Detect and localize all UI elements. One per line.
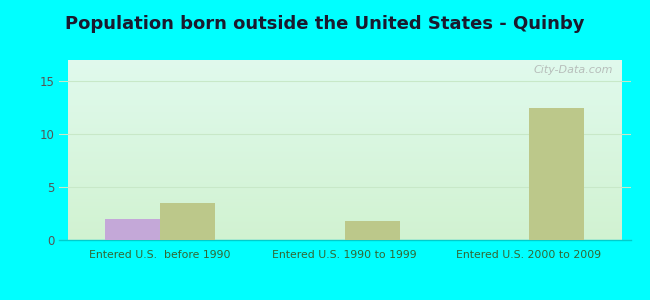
Legend: Native, Foreign-born: Native, Foreign-born [244,297,445,300]
Text: Population born outside the United States - Quinby: Population born outside the United State… [65,15,585,33]
Bar [529,108,584,240]
Bar [344,221,400,240]
Bar [160,203,215,240]
Bar [105,219,160,240]
Text: City-Data.com: City-Data.com [534,65,614,75]
